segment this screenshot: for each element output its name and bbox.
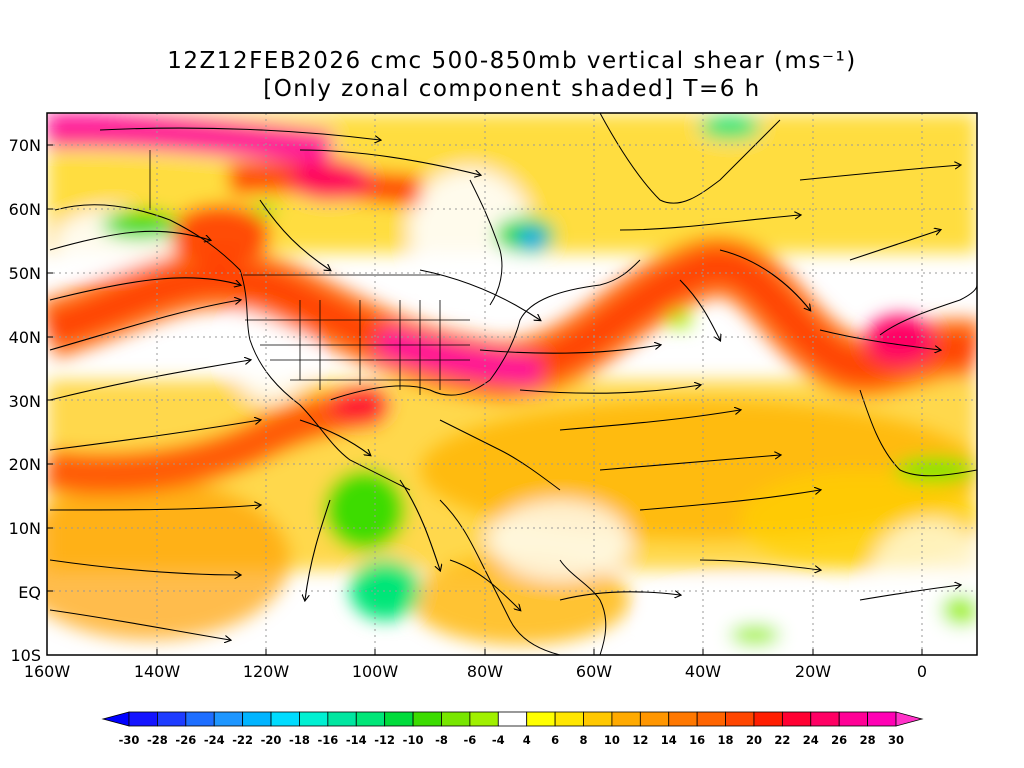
colorbar-swatch [554,711,584,727]
lon-label-160w: 160W [23,662,71,681]
lat-label-70n: 70N [8,136,41,155]
lon-label-0: 0 [916,662,928,681]
colorbar-swatch [327,711,357,727]
colorbar-swatch [299,711,329,727]
colorbar-swatch [639,711,670,727]
streamlines [49,127,960,640]
colorbar-swatch [384,711,414,727]
colorbar-tick-label: -16 [317,733,339,747]
lon-label-80w: 80W [466,662,504,681]
colorbar-swatch [725,711,755,727]
lat-label-20n: 20N [8,455,41,474]
colorbar-tick-label: -12 [374,733,396,747]
lon-label-40w: 40W [684,662,722,681]
shading-layer [47,113,977,655]
colorbar-swatch [497,711,528,727]
map-title-line1: 12Z12FEB2026 cmc 500-850mb vertical shea… [167,48,857,74]
colorbar-swatch [469,711,499,727]
colorbar-swatch [185,711,215,727]
political-boundaries [149,150,470,395]
colorbar-tick-label: -4 [491,733,505,747]
lat-label-eq: EQ [18,583,41,602]
colorbar-tick-label: -14 [345,733,367,747]
colorbar-under-arrow [101,711,130,727]
colorbar-tick-label: -20 [260,733,282,747]
colorbar-tick-label: 24 [802,733,819,747]
map-frame [46,112,978,656]
gridlines [47,113,977,655]
lon-label-120w: 120W [242,662,290,681]
colorbar-swatch [355,711,386,727]
colorbar-tick-label: 30 [887,733,905,747]
colorbar-tick-label: 4 [522,733,531,747]
lat-label-40n: 40N [8,328,41,347]
colorbar-tick-label: 8 [579,733,588,747]
lat-label-50n: 50N [8,264,41,283]
colorbar-tick-label: 28 [859,733,876,747]
colorbar-tick-label: 10 [603,733,620,747]
lon-label-140w: 140W [133,662,181,681]
lon-label-60w: 60W [575,662,613,681]
colorbar-swatch [867,711,897,727]
colorbar-swatch [668,711,698,727]
colorbar-swatch [696,711,726,727]
colorbar-tick-label: 22 [774,733,791,747]
colorbar [101,711,924,727]
colorbar-swatch [213,711,244,727]
map-title-line2: [Only zonal component shaded] T=6 h [263,76,761,102]
colorbar-swatch [242,711,272,727]
colorbar-over-arrow [895,711,924,727]
colorbar-swatch [441,711,471,727]
colorbar-swatch [270,711,300,727]
colorbar-swatch [838,711,868,727]
colorbar-swatch [157,711,187,727]
colorbar-tick-label: 6 [551,733,560,747]
lat-label-10s: 10S [10,646,41,665]
lat-label-30n: 30N [8,392,41,411]
colorbar-tick-label: -28 [147,733,168,747]
colorbar-tick-label: -24 [203,733,225,747]
colorbar-swatch [583,711,613,727]
lon-label-20w: 20W [794,662,832,681]
axis-ticks [47,144,923,655]
colorbar-tick-label: -26 [175,733,197,747]
colorbar-tick-label: -22 [232,733,254,747]
colorbar-swatch [810,711,840,727]
colorbar-swatch [781,711,812,727]
lat-label-60n: 60N [8,200,41,219]
colorbar-swatch [128,711,158,727]
colorbar-swatch [412,711,442,727]
colorbar-tick-label: 20 [745,733,762,747]
colorbar-tick-label: 14 [660,733,677,747]
colorbar-swatch [611,711,641,727]
colorbar-tick-label: -18 [289,733,310,747]
colorbar-tick-label: -10 [402,733,424,747]
colorbar-tick-label: -8 [435,733,448,747]
colorbar-tick-label: -30 [118,733,140,747]
lon-label-100w: 100W [351,662,399,681]
colorbar-tick-label: 18 [717,733,734,747]
colorbar-swatch [526,711,556,727]
colorbar-swatch [753,711,783,727]
colorbar-tick-label: 16 [689,733,706,747]
colorbar-tick-label: 12 [632,733,649,747]
coastlines [54,113,977,655]
colorbar-tick-label: 26 [831,733,848,747]
colorbar-tick-label: -6 [463,733,477,747]
lat-label-10n: 10N [8,519,41,538]
